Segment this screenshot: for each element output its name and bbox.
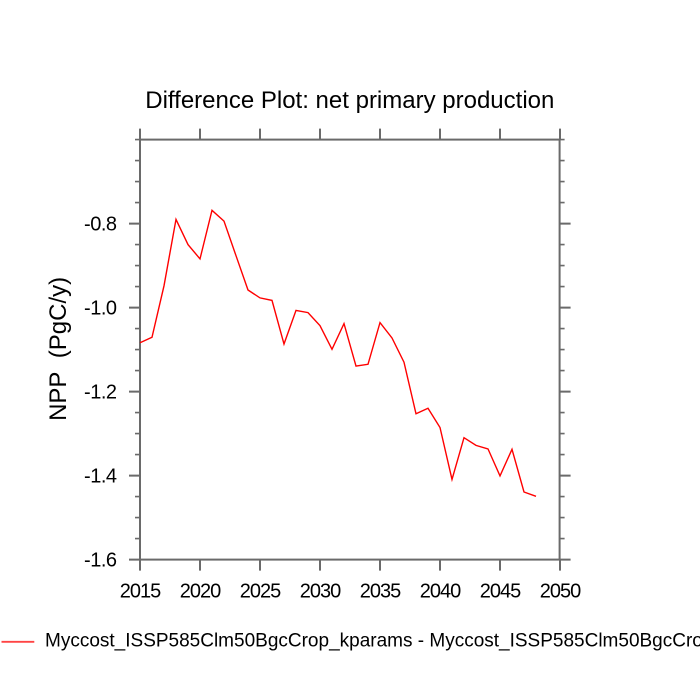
svg-text:2050: 2050 [540,581,581,603]
svg-text:-0.8: -0.8 [84,213,117,235]
svg-text:Myccost_ISSP585Clm50BgcCrop_kp: Myccost_ISSP585Clm50BgcCrop_kparams - My… [45,631,700,652]
svg-text:2035: 2035 [360,581,401,603]
svg-text:2030: 2030 [300,581,341,603]
svg-text:2040: 2040 [420,581,461,603]
svg-text:2025: 2025 [240,581,281,603]
svg-text:-1.4: -1.4 [84,465,117,487]
svg-text:-1.0: -1.0 [84,297,117,319]
svg-text:-1.6: -1.6 [84,549,117,571]
svg-text:-1.2: -1.2 [84,381,117,403]
svg-text:NPP (PgC/y): NPP (PgC/y) [45,277,72,421]
svg-text:2015: 2015 [120,581,161,603]
svg-text:Difference Plot: net primary p: Difference Plot: net primary production [145,87,554,114]
svg-text:2045: 2045 [480,581,521,603]
svg-text:2020: 2020 [180,581,221,603]
